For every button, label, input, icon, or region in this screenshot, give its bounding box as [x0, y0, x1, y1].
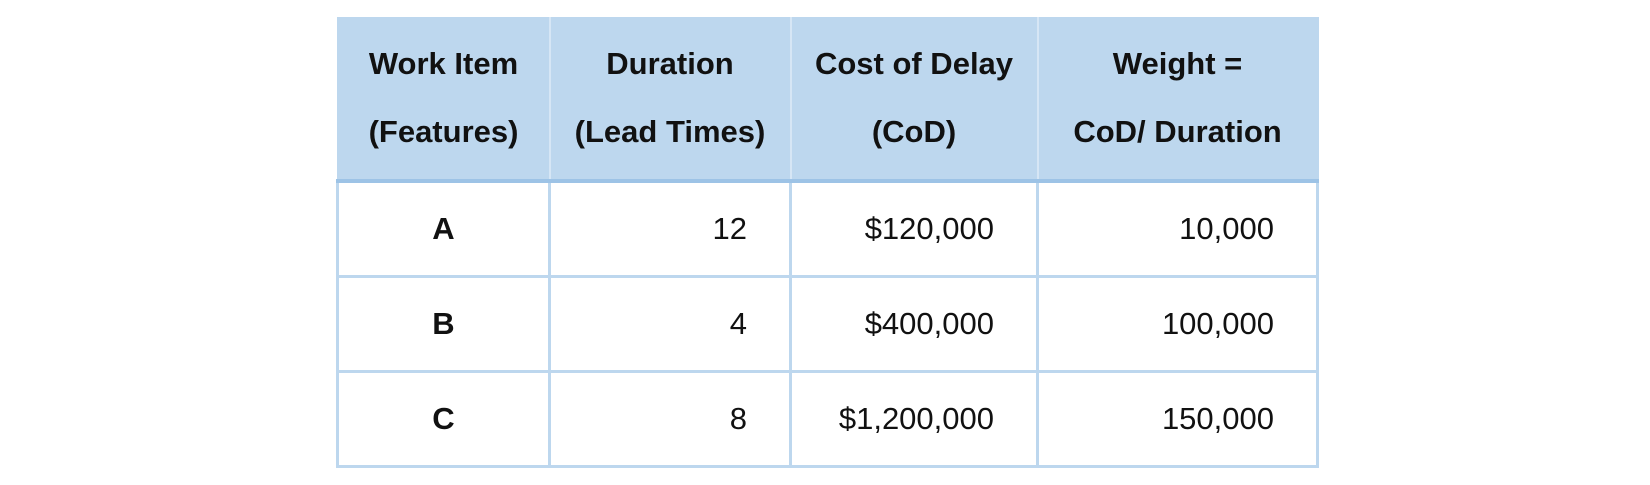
- header-weight-line2: CoD/ Duration: [1073, 114, 1282, 149]
- header-work-item-line1: Work Item: [368, 46, 519, 81]
- weight-cell: 10,000: [1036, 179, 1319, 278]
- weight-cell: 100,000: [1036, 275, 1319, 373]
- work-item-cell: B: [336, 275, 551, 373]
- duration-cell: 4: [548, 275, 792, 373]
- header-cost-of-delay: Cost of Delay (CoD): [790, 17, 1039, 183]
- cost-of-delay-cell: $400,000: [789, 275, 1039, 373]
- header-weight-line1: Weight =: [1112, 46, 1243, 81]
- header-duration: Duration (Lead Times): [549, 17, 792, 183]
- table-row: C 8 $1,200,000 150,000: [336, 370, 1319, 468]
- header-weight: Weight = CoD/ Duration: [1037, 17, 1319, 183]
- work-item-cell: C: [336, 370, 551, 468]
- cost-of-delay-cell: $120,000: [789, 179, 1039, 278]
- table-row: B 4 $400,000 100,000: [336, 275, 1319, 373]
- header-cost-of-delay-line2: (CoD): [871, 114, 957, 149]
- duration-cell: 8: [548, 370, 792, 468]
- header-work-item-line2: (Features): [368, 114, 519, 149]
- header-cost-of-delay-line1: Cost of Delay: [814, 46, 1014, 81]
- work-item-cell: A: [336, 179, 551, 278]
- table-header: Work Item (Features) Duration (Lead Time…: [336, 17, 1319, 183]
- wsjf-table: Work Item (Features) Duration (Lead Time…: [336, 17, 1319, 468]
- weight-cell: 150,000: [1036, 370, 1319, 468]
- header-duration-line2: (Lead Times): [574, 114, 766, 149]
- duration-cell: 12: [548, 179, 792, 278]
- cost-of-delay-cell: $1,200,000: [789, 370, 1039, 468]
- header-row: Work Item (Features) Duration (Lead Time…: [336, 17, 1319, 183]
- header-work-item: Work Item (Features): [336, 17, 551, 183]
- header-duration-line1: Duration: [606, 46, 734, 81]
- table-row: A 12 $120,000 10,000: [336, 179, 1319, 278]
- table-body: A 12 $120,000 10,000 B 4 $400,000 100,00…: [336, 179, 1319, 468]
